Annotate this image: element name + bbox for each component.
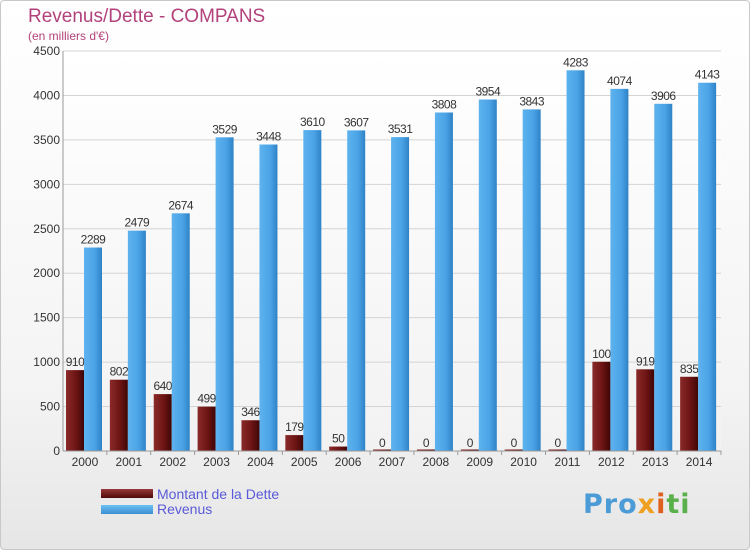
data-label-dette-2014: 835 [680,362,699,376]
bar-revenus-2009 [478,99,497,452]
data-label-revenus-2002: 2674 [168,198,194,212]
bar-dette-2014 [680,376,699,451]
bar-dette-2013 [636,369,655,451]
data-label-dette-2001: 802 [110,365,129,379]
x-tick-label-2010: 2010 [510,455,537,469]
data-label-revenus-2004: 3448 [256,130,282,144]
data-label-dette-2006: 50 [332,432,345,446]
bar-revenus-2006 [347,130,366,451]
data-label-dette-2007: 0 [379,436,386,450]
x-tick-label-2012: 2012 [598,455,625,469]
bar-dette-2010 [504,449,523,451]
data-label-dette-2011: 0 [554,436,561,450]
data-label-dette-2013: 919 [636,354,655,368]
data-label-revenus-2005: 3610 [300,115,326,129]
data-label-revenus-2014: 4143 [695,68,721,82]
bar-dette-2001 [109,379,128,451]
legend-swatch-revenus [101,505,153,514]
x-tick-label-2014: 2014 [686,455,713,469]
y-tick-label: 2000 [33,266,60,280]
data-label-dette-2004: 346 [241,405,260,419]
bar-revenus-2004 [259,144,278,451]
x-tick-label-2006: 2006 [335,455,362,469]
y-tick-label: 4000 [33,88,60,102]
bar-dette-2007 [373,449,392,451]
bar-revenus-2013 [654,103,673,452]
bar-revenus-2005 [303,130,322,451]
chart-subtitle: (en milliers d'€) [28,29,109,43]
bar-revenus-2012 [610,88,629,451]
data-label-dette-2010: 0 [511,436,518,450]
x-tick-label-2002: 2002 [159,455,186,469]
bar-dette-2009 [460,449,479,451]
bars: 910 2289 802 2479 640 2674 499 3529 346 3448 179 36… [66,55,721,452]
bar-dette-2011 [548,449,567,451]
y-axis: 0 500 1000 1500 2000 2500 3000 3500 4000 4500 [33,44,64,458]
bar-revenus-2003 [215,137,234,452]
chart-title: Revenus/Dette - COMPANS [28,6,266,27]
data-label-revenus-2010: 3843 [519,94,545,108]
x-tick-label-2001: 2001 [115,455,142,469]
y-tick-label: 500 [40,400,60,414]
data-label-dette-2000: 910 [66,355,85,369]
data-label-dette-2002: 640 [153,379,172,393]
x-tick-label-2005: 2005 [291,455,318,469]
data-label-revenus-2003: 3529 [212,122,238,136]
y-tick-label: 0 [53,444,60,458]
bar-dette-2006 [329,446,348,451]
data-label-revenus-2011: 4283 [563,55,589,69]
bar-dette-2008 [416,449,435,451]
y-tick-label: 2500 [33,222,60,236]
bar-dette-2003 [197,406,216,451]
data-label-dette-2009: 0 [467,436,474,450]
x-tick-label-2008: 2008 [423,455,450,469]
proxiti-logo: Proxiti [583,489,691,520]
bar-revenus-2002 [171,213,190,451]
bar-revenus-2011 [566,70,585,452]
y-tick-label: 1500 [33,311,60,325]
x-axis: 2000 2001 2002 2003 2004 2005 2006 2007 2008 2009… [63,450,722,469]
data-label-revenus-2006: 3607 [344,115,370,129]
data-label-revenus-2001: 2479 [125,216,151,230]
y-tick-label: 3500 [33,133,60,147]
data-label-revenus-2013: 3906 [651,89,677,103]
bar-revenus-2007 [391,137,410,451]
x-tick-label-2007: 2007 [379,455,406,469]
x-tick-label-2013: 2013 [642,455,669,469]
bar-revenus-2008 [434,112,453,451]
bar-revenus-2001 [127,230,146,451]
y-tick-label: 3000 [33,177,60,191]
legend-label-revenus: Revenus [157,501,213,517]
x-tick-label-2011: 2011 [555,455,581,469]
x-tick-label-2003: 2003 [203,455,230,469]
data-label-revenus-2007: 3531 [388,122,414,136]
y-tick-label: 1000 [33,355,60,369]
bar-dette-2005 [285,435,304,451]
data-label-revenus-2009: 3954 [475,85,501,99]
legend-swatch-dette [101,489,153,498]
data-label-revenus-2000: 2289 [81,233,107,247]
data-label-dette-2003: 499 [197,392,216,406]
legend-label-dette: Montant de la Dette [157,486,280,502]
bar-dette-2000 [66,370,84,451]
x-tick-label-2009: 2009 [466,455,493,469]
x-tick-label-2000: 2000 [72,455,99,469]
bar-revenus-2014 [698,82,717,451]
bar-dette-2004 [241,420,260,451]
x-tick-label-2004: 2004 [247,455,274,469]
data-label-dette-2005: 179 [285,420,304,434]
bar-revenus-2000 [84,247,102,451]
data-label-dette-2008: 0 [423,436,430,450]
data-label-revenus-2008: 3808 [432,98,458,112]
bar-dette-2012 [592,361,611,451]
data-label-dette-2012: 100 [592,347,611,361]
y-tick-label: 4500 [33,44,60,58]
bar-dette-2002 [153,394,172,451]
data-label-revenus-2012: 4074 [607,74,633,88]
bar-revenus-2010 [522,109,541,452]
